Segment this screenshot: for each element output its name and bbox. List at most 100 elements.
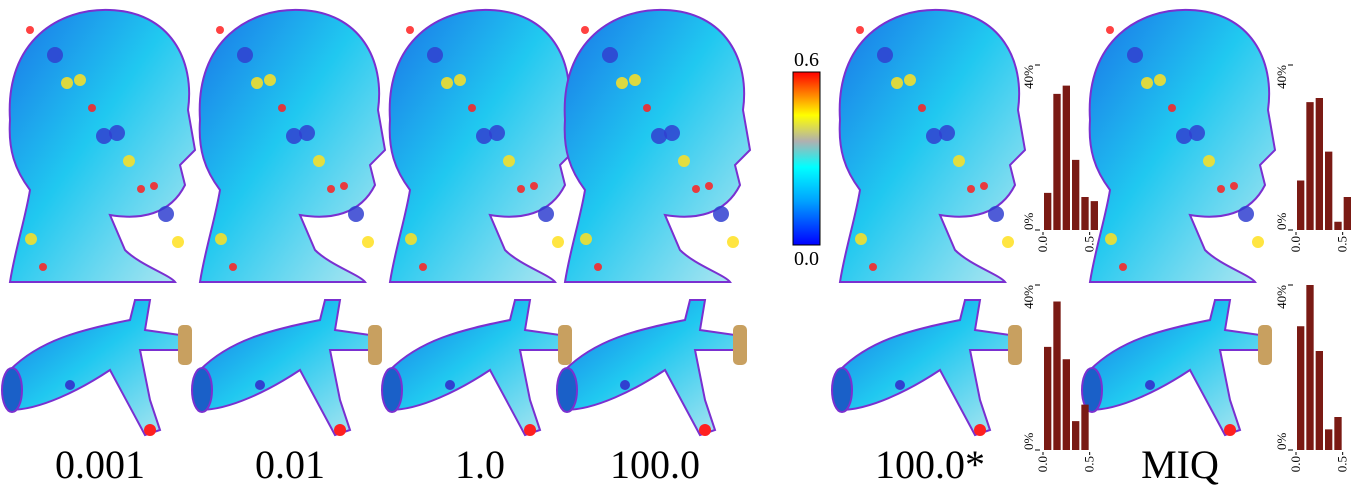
feature-point (974, 424, 986, 436)
feature-point (939, 125, 955, 141)
plane-shape (1090, 300, 1265, 435)
feature-point (1154, 74, 1166, 86)
hist-bar (1316, 351, 1323, 450)
plane-render (1082, 300, 1272, 436)
hist-bar (1316, 98, 1323, 230)
feature-point (918, 104, 926, 112)
caption: MIQ (1141, 442, 1219, 487)
feature-point (594, 263, 602, 271)
feature-point (441, 77, 453, 89)
feature-point (489, 125, 505, 141)
feature-point (538, 206, 554, 222)
hist-bar (1297, 181, 1304, 231)
feature-point (88, 104, 96, 112)
feature-point (581, 26, 589, 34)
feature-point (713, 206, 729, 222)
feature-point (1203, 155, 1215, 167)
feature-point (1252, 236, 1264, 248)
feature-point (255, 380, 265, 390)
plane-nose (832, 368, 852, 412)
feature-point (530, 182, 538, 190)
feature-point (144, 424, 156, 436)
feature-point (1217, 185, 1225, 193)
plane-nose (382, 368, 402, 412)
feature-point (215, 233, 227, 245)
plane-tail (368, 325, 382, 365)
feature-point (503, 155, 515, 167)
plane-nose (192, 368, 212, 412)
y-tick-label: 40% (1274, 285, 1289, 309)
feature-point (1002, 236, 1014, 248)
x-tick-label: 0.5 (1082, 236, 1097, 252)
feature-point (877, 47, 893, 63)
head-shape (1090, 10, 1275, 282)
x-tick-label: 0.0 (1288, 236, 1303, 252)
feature-point (109, 125, 125, 141)
feature-point (524, 424, 536, 436)
plane-shape (840, 300, 1015, 435)
head-render (840, 10, 1025, 282)
head-render (1090, 10, 1275, 282)
feature-point (172, 236, 184, 248)
feature-point (953, 155, 965, 167)
feature-point (406, 26, 414, 34)
feature-point (1224, 424, 1236, 436)
feature-point (904, 74, 916, 86)
plane-tail (1008, 325, 1022, 365)
feature-point (1168, 104, 1176, 112)
y-tick-label: 0% (1021, 433, 1036, 451)
feature-point (727, 236, 739, 248)
feature-point (620, 380, 630, 390)
feature-point (427, 47, 443, 63)
feature-point (454, 74, 466, 86)
feature-point (278, 104, 286, 112)
plane-render (832, 300, 1022, 436)
x-tick-label: 0.5 (1335, 236, 1350, 252)
hist-bar (1081, 197, 1088, 230)
feature-point (616, 77, 628, 89)
plane-shape (200, 300, 375, 435)
colorbar (793, 72, 820, 245)
feature-point (678, 155, 690, 167)
hist-bar (1091, 201, 1098, 230)
feature-point (229, 263, 237, 271)
caption: 100.0* (875, 442, 985, 487)
y-tick-label: 0% (1021, 213, 1036, 231)
head-render (565, 10, 750, 282)
feature-point (1127, 47, 1143, 63)
hist-bar (1325, 152, 1332, 230)
feature-point (348, 206, 364, 222)
plane-tail (733, 325, 747, 365)
plane-nose (557, 368, 577, 412)
y-tick-label: 40% (1021, 65, 1036, 89)
feature-point (419, 263, 427, 271)
feature-point (313, 155, 325, 167)
feature-point (251, 77, 263, 89)
head-shape (840, 10, 1025, 282)
feature-point (327, 185, 335, 193)
colorbar-label: 0.6 (794, 49, 819, 71)
feature-point (26, 26, 34, 34)
plane-render (192, 300, 382, 436)
feature-point (362, 236, 374, 248)
feature-point (988, 206, 1004, 222)
caption: 0.01 (255, 442, 325, 487)
hist-bar (1063, 359, 1070, 450)
feature-point (25, 233, 37, 245)
caption: 100.0 (610, 442, 700, 487)
plane-render (382, 300, 572, 436)
feature-point (39, 263, 47, 271)
plane-nose (2, 368, 22, 412)
colorbar-label: 0.0 (794, 248, 819, 270)
feature-point (334, 424, 346, 436)
feature-point (137, 185, 145, 193)
feature-point (1189, 125, 1205, 141)
feature-point (856, 26, 864, 34)
hist-bar (1306, 285, 1313, 450)
feature-point (705, 182, 713, 190)
feature-point (445, 380, 455, 390)
plane-tail (558, 325, 572, 365)
feature-point (299, 125, 315, 141)
x-tick-label: 0.0 (1035, 456, 1050, 472)
hist-bar (1344, 197, 1351, 230)
